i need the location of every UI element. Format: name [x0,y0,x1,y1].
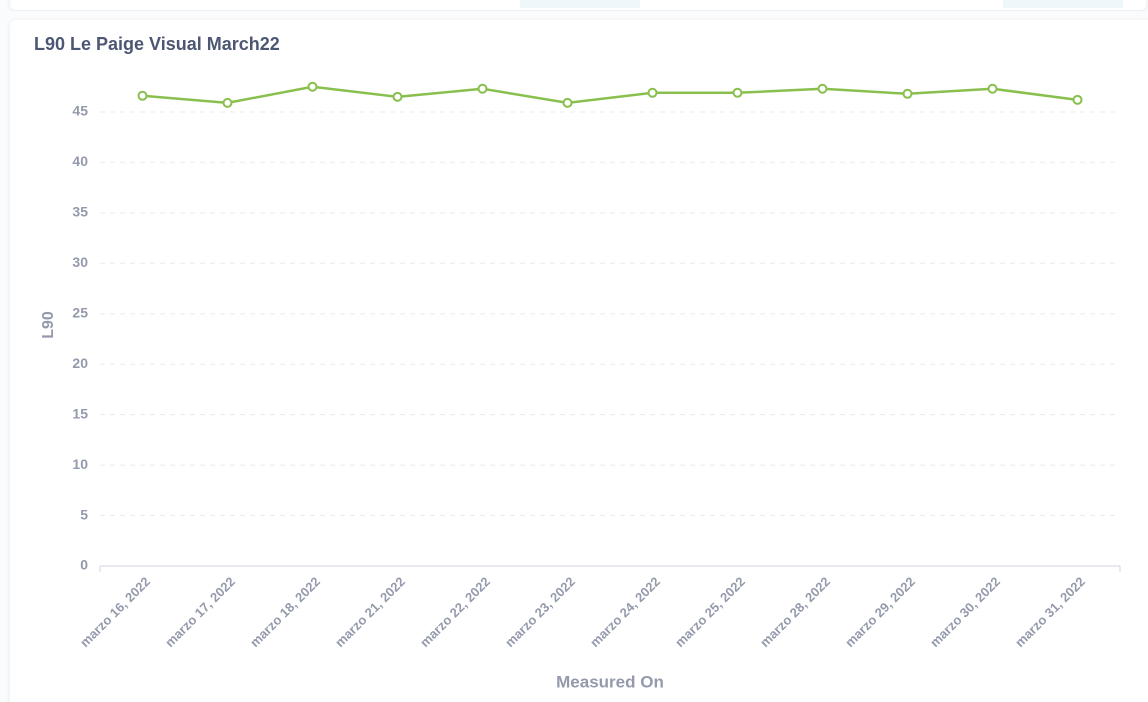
point [902,88,913,99]
chart-title: L90 Le Paige Visual March22 [34,34,280,54]
point [392,91,403,102]
y-tick-label: 0 [80,557,88,573]
point [647,87,658,98]
top-card-cell [1003,0,1123,8]
y-axis-label: L90 [40,311,57,339]
y-tick-label: 30 [72,254,88,270]
point [732,87,743,98]
chart-card [10,20,1148,702]
point [477,83,488,94]
point [137,90,148,101]
point [1072,94,1083,105]
point [307,81,318,92]
line [142,85,1078,105]
y-tick-label: 20 [72,355,88,371]
point [562,97,573,108]
point [222,97,233,108]
top-card-cell [520,0,640,8]
x-axis-label: Measured On [556,672,664,691]
y-tick-label: 25 [72,304,88,320]
y-tick-label: 15 [72,405,88,421]
y-tick-label: 5 [80,506,88,522]
point [987,83,998,94]
y-tick-label: 40 [72,153,88,169]
y-tick-label: 45 [72,103,88,119]
point [817,83,828,94]
y-tick-label: 10 [72,456,88,472]
y-tick-label: 35 [72,204,88,220]
